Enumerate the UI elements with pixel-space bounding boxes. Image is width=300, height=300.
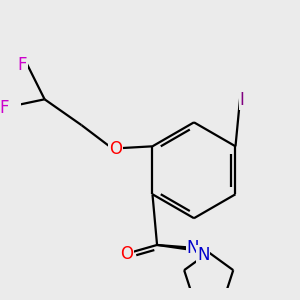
Text: F: F	[18, 56, 27, 74]
Text: I: I	[239, 91, 244, 109]
Text: N: N	[187, 239, 199, 257]
Text: N: N	[197, 246, 209, 264]
Text: F: F	[0, 99, 9, 117]
Text: O: O	[109, 140, 122, 158]
Text: O: O	[120, 245, 133, 263]
